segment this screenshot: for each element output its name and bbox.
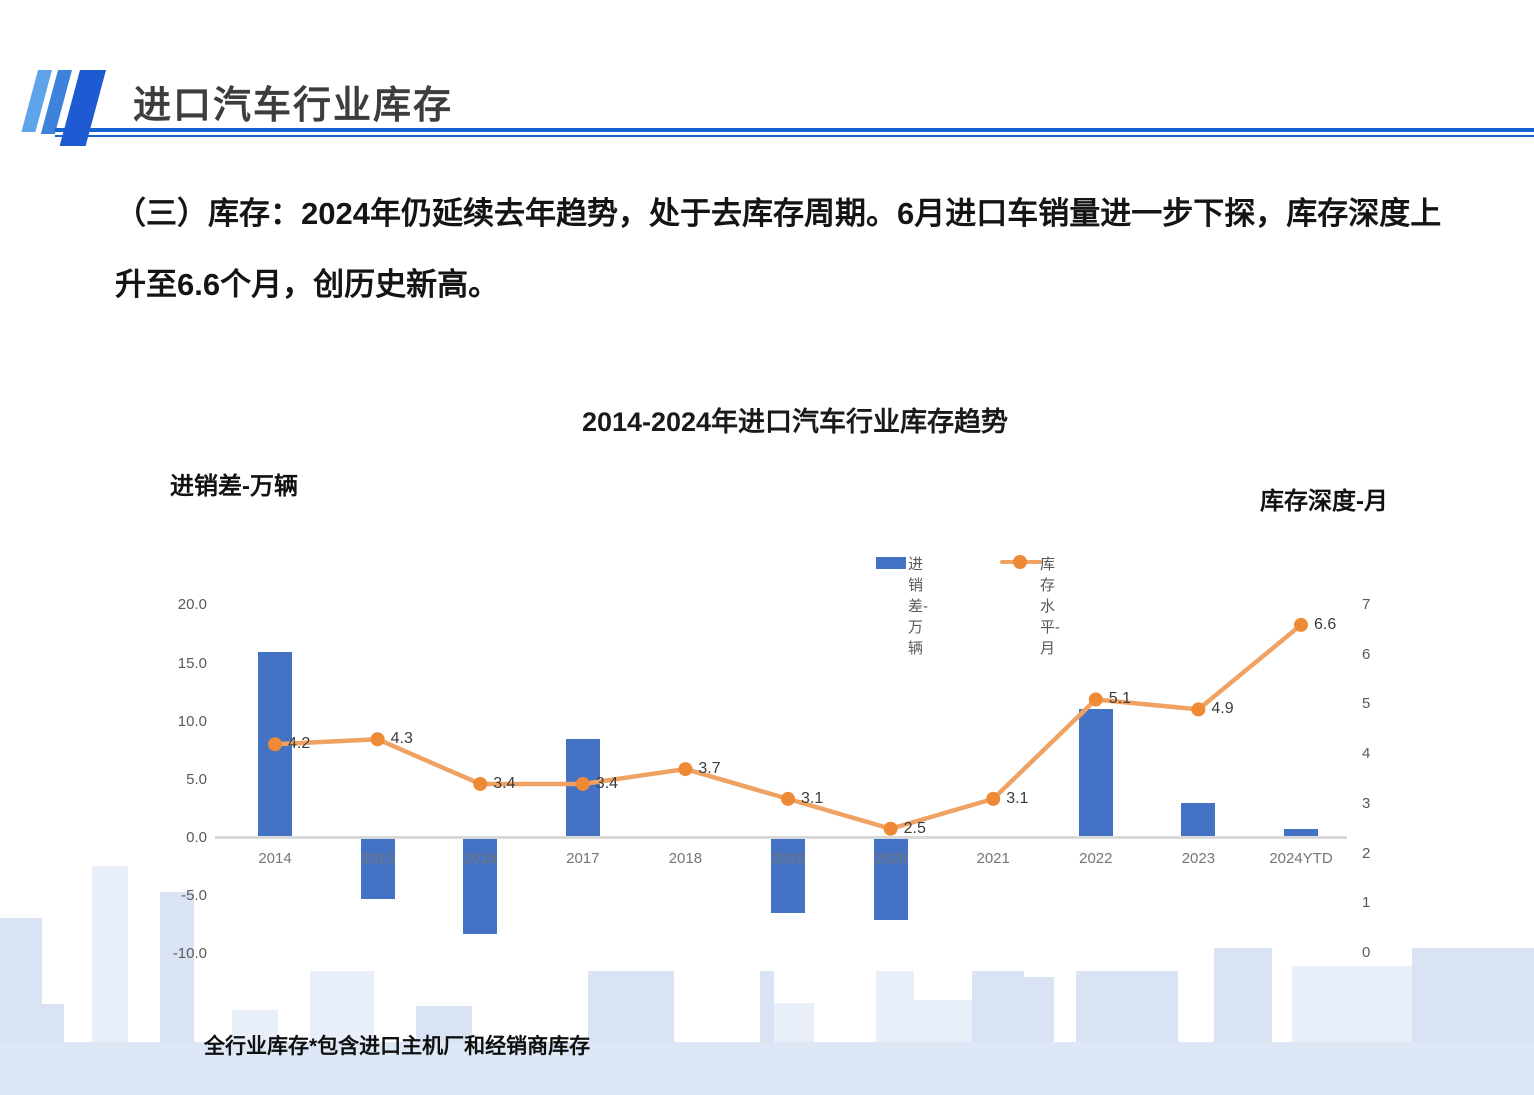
intro-paragraph: （三）库存：2024年仍延续去年趋势，处于去库存周期。6月进口车销量进一步下探，…: [115, 196, 1442, 302]
left-axis-tick: -5.0: [181, 887, 207, 905]
right-axis-tick: 7: [1362, 596, 1371, 614]
x-axis-line: [215, 836, 1347, 839]
left-axis-tick: 15.0: [177, 654, 207, 672]
right-axis-title: 库存深度-月: [1260, 488, 1388, 515]
x-axis-label-2023: 2023: [1181, 850, 1216, 867]
page-title: 进口汽车行业库存: [133, 85, 454, 127]
left-axis-tick: -10.0: [172, 945, 207, 963]
left-axis-tick: 0.0: [186, 829, 207, 846]
x-axis-label-2020: 2020: [873, 850, 908, 867]
x-axis-label-2021: 2021: [976, 850, 1010, 867]
data-label-2021: 3.1: [1006, 789, 1029, 807]
right-axis-tick: 1: [1362, 894, 1371, 912]
bar-2024YTD: [1284, 828, 1318, 838]
right-axis-tick: 2: [1362, 844, 1371, 862]
data-label-2015: 4.3: [390, 730, 413, 748]
left-axis-tick: 20.0: [177, 596, 207, 614]
data-label-2018: 3.7: [698, 760, 721, 778]
data-label-2020: 2.5: [903, 819, 926, 837]
bar-2022: [1078, 708, 1113, 838]
x-axis-label-2018: 2018: [668, 850, 703, 867]
data-label-2022: 5.1: [1108, 690, 1132, 708]
skyline-block: [0, 1042, 1534, 1095]
legend-bar-label: 进销差-万辆: [908, 556, 928, 657]
bar-2016: [463, 839, 498, 935]
header-rule-bottom: [55, 135, 1534, 137]
data-label-2019: 3.1: [801, 789, 824, 807]
bar-2015: [360, 839, 395, 900]
left-axis-tick: 10.0: [177, 712, 207, 730]
data-label-2023: 4.9: [1211, 700, 1234, 718]
right-axis-tick: 3: [1362, 794, 1371, 812]
legend-bar-swatch-icon: [876, 557, 906, 569]
header-rule-top: [55, 128, 1534, 132]
right-axis-tick: 0: [1362, 944, 1371, 961]
x-axis-label-2016: 2016: [463, 850, 497, 867]
left-axis-tick: 5.0: [186, 770, 207, 788]
bar-2023: [1181, 803, 1216, 838]
right-axis-tick: 4: [1362, 745, 1371, 763]
data-label-2024YTD: 6.6: [1314, 615, 1337, 633]
left-axis-title: 进销差-万辆: [170, 473, 298, 500]
x-axis-label-2015: 2015: [360, 850, 395, 867]
bar-2020: [873, 839, 908, 921]
chart-title: 2014-2024年进口汽车行业库存趋势: [581, 407, 1009, 437]
x-axis-label-2019: 2019: [771, 850, 805, 867]
data-label-2016: 3.4: [493, 774, 516, 792]
bar-2017: [565, 739, 600, 838]
x-axis-label-2024YTD: 2024YTD: [1269, 850, 1333, 867]
legend-line-marker-icon: [1013, 555, 1027, 569]
x-axis-label-2022: 2022: [1079, 850, 1113, 867]
right-axis-tick: 6: [1362, 645, 1371, 663]
footnote: 全行业库存*包含进口主机厂和经销商库存: [204, 1035, 591, 1058]
data-label-2014: 4.2: [288, 735, 311, 753]
right-axis-tick: 5: [1362, 695, 1371, 713]
bar-2019: [771, 839, 805, 914]
x-axis-label-2014: 2014: [258, 850, 292, 867]
data-label-2017: 3.4: [595, 774, 619, 792]
bar-2014: [258, 651, 292, 838]
legend-line-label: 库存水平-月: [1040, 556, 1060, 657]
x-axis-label-2017: 2017: [566, 850, 600, 867]
